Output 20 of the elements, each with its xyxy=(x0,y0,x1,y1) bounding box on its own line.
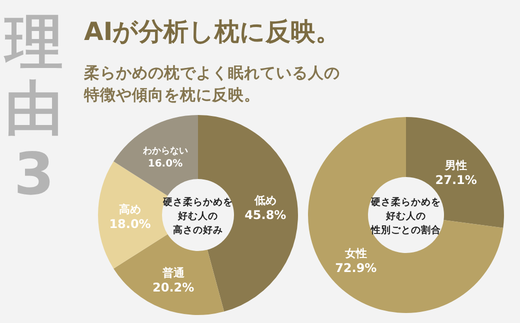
slice-label: 普通 xyxy=(161,266,186,280)
slice-label: 女性 xyxy=(344,246,367,260)
data-label: 20.2% xyxy=(152,280,194,294)
text: 柔らかめの枕でよく眠れている人の特徴や傾向を枕に反映。 xyxy=(83,64,340,104)
text: 理由3 xyxy=(3,8,63,208)
donut-slice xyxy=(308,117,504,313)
donut-slice xyxy=(114,115,198,196)
text: 硬さ柔らかめを好む人の高さの好み xyxy=(162,196,233,236)
slice-label: 高め xyxy=(119,203,141,216)
data-label: 18.0% xyxy=(109,217,151,231)
data-label: 27.1% xyxy=(435,173,477,188)
data-label: 72.9% xyxy=(335,260,377,275)
text: 硬さ柔らかめを好む人の性別ごとの割合 xyxy=(370,196,441,236)
data-label: 45.8% xyxy=(244,208,286,222)
donut-slice xyxy=(114,234,224,315)
slice-label: 低め xyxy=(253,194,276,208)
text: AIが分析し枕に反映。 xyxy=(84,17,341,46)
slice-label: わからない xyxy=(142,146,188,156)
slice-label: 男性 xyxy=(444,159,468,172)
data-label: 16.0% xyxy=(148,158,183,170)
